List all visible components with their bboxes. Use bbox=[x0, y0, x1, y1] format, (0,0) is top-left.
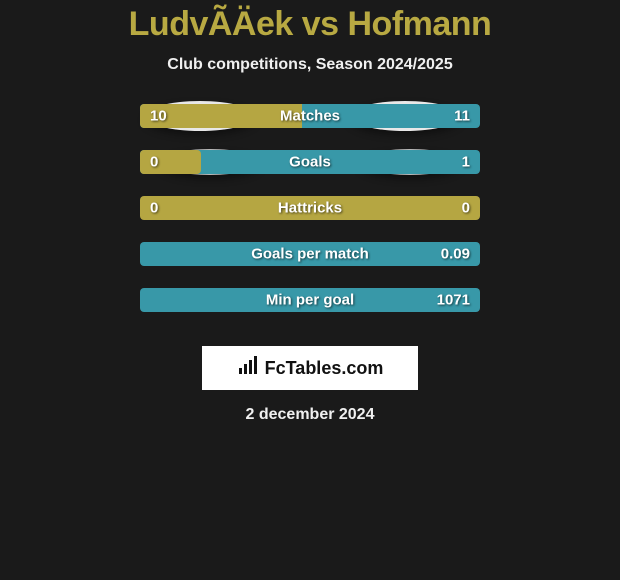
stat-label: Min per goal bbox=[266, 292, 354, 309]
stat-row: Hattricks 0 0 bbox=[140, 196, 480, 220]
stats-list: Matches 10 11 Goals 0 1 Hattricks 0 0 Goals per m… bbox=[140, 104, 480, 334]
stat-bar: Min per goal 1071 bbox=[140, 288, 480, 312]
stat-bar: Goals 0 1 bbox=[140, 150, 480, 174]
subtitle: Club competitions, Season 2024/2025 bbox=[167, 56, 452, 74]
stat-row: Goals 0 1 bbox=[140, 150, 480, 174]
branding-text: FcTables.com bbox=[265, 358, 384, 379]
stat-right-value: 0 bbox=[462, 200, 470, 217]
stat-left-value: 0 bbox=[150, 200, 158, 217]
stat-left-value: 10 bbox=[150, 108, 167, 125]
stat-row: Min per goal 1071 bbox=[140, 288, 480, 312]
stat-bar: Matches 10 11 bbox=[140, 104, 480, 128]
date-label: 2 december 2024 bbox=[246, 406, 375, 424]
stat-label: Goals per match bbox=[251, 246, 369, 263]
branding-badge[interactable]: FcTables.com bbox=[202, 346, 418, 390]
stat-row: Matches 10 11 bbox=[140, 104, 480, 128]
stat-right-value: 1 bbox=[462, 154, 470, 171]
stat-label: Hattricks bbox=[278, 200, 342, 217]
stat-label: Goals bbox=[289, 154, 331, 171]
stat-left-value: 0 bbox=[150, 154, 158, 171]
stat-label: Matches bbox=[280, 108, 340, 125]
bar-chart-icon bbox=[237, 356, 259, 381]
comparison-card: LudvÃÄek vs Hofmann Club competitions, S… bbox=[0, 0, 620, 424]
stat-row: Goals per match 0.09 bbox=[140, 242, 480, 266]
stat-bar: Hattricks 0 0 bbox=[140, 196, 480, 220]
page-title: LudvÃÄek vs Hofmann bbox=[129, 5, 492, 44]
stat-right-value: 0.09 bbox=[441, 246, 470, 263]
stat-right-value: 11 bbox=[454, 108, 470, 125]
stat-bar: Goals per match 0.09 bbox=[140, 242, 480, 266]
stat-right-value: 1071 bbox=[437, 292, 470, 309]
